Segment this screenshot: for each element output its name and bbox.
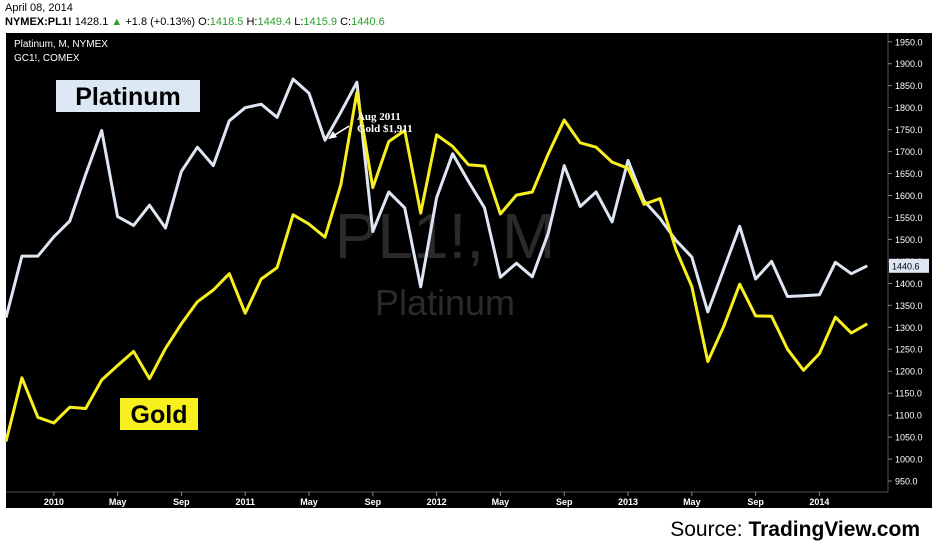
source-credit: Source: TradingView.com — [670, 518, 920, 542]
symbol[interactable]: NYMEX:PL1! — [5, 16, 72, 28]
x-tick-label: Sep — [747, 497, 764, 507]
price-change: +1.8 (+0.13%) — [125, 16, 196, 28]
gold-label-box — [120, 398, 198, 430]
legend-platinum: Platinum, M, NYMEX — [14, 39, 108, 50]
chart-date: April 08, 2014 — [5, 2, 73, 14]
x-tick-label: May — [300, 497, 318, 507]
price-chart[interactable]: 950.0 1000.0 1050.0 1100.0 1150.0 1200.0 1250.… — [0, 0, 932, 520]
x-tick-label: May — [109, 497, 127, 507]
y-tick-label: 1700.0 — [895, 147, 923, 157]
last-price-box — [889, 258, 929, 273]
y-tick-label: 1050.0 — [895, 433, 923, 443]
close-label: C: — [340, 16, 352, 28]
low-value: 1415.9 — [303, 16, 338, 28]
y-tick-label: 1500.0 — [895, 235, 923, 245]
y-tick-label: 1850.0 — [895, 81, 923, 91]
close-value: 1440.6 — [351, 16, 385, 28]
x-tick-label: 2011 — [235, 497, 255, 507]
y-tick-label: 1550.0 — [895, 213, 923, 223]
source-name[interactable]: TradingView.com — [748, 518, 920, 541]
y-tick-label: 1750.0 — [895, 125, 923, 135]
legend-gold: GC1!, COMEX — [14, 53, 80, 64]
open-label: O: — [198, 16, 210, 28]
gold-series-line[interactable] — [4, 90, 869, 442]
platinum-label: Platinum — [75, 83, 181, 111]
annotation-price: Gold $1,911 — [357, 123, 413, 135]
x-tick-label: 2013 — [618, 497, 638, 507]
x-tick-label: 2012 — [427, 497, 447, 507]
source-prefix: Source: — [670, 518, 749, 541]
x-tick-label: Sep — [556, 497, 573, 507]
x-tick-label: 2014 — [809, 497, 829, 507]
y-tick-label: 1300.0 — [895, 323, 923, 333]
y-tick-label: 1000.0 — [895, 455, 923, 465]
y-tick-label: 950.0 — [895, 477, 918, 487]
y-tick-label: 1400.0 — [895, 279, 923, 289]
x-tick-label: 2010 — [44, 497, 64, 507]
high-label: H: — [246, 16, 258, 28]
y-tick-label: 1650.0 — [895, 169, 923, 179]
low-label: L: — [294, 16, 304, 28]
last-price: 1428.1 — [74, 16, 109, 28]
quote-bar: NYMEX:PL1! 1428.1 ▲ +1.8 (+0.13%) O:1418… — [5, 16, 385, 28]
x-tick-label: Sep — [173, 497, 190, 507]
up-arrow-icon: ▲ — [111, 16, 123, 28]
y-tick-label: 1800.0 — [895, 103, 923, 113]
gold-label: Gold — [131, 401, 188, 429]
high-value: 1449.4 — [257, 16, 292, 28]
y-tick-label: 1150.0 — [895, 389, 922, 399]
y-tick-label: 1100.0 — [895, 411, 922, 421]
watermark-symbol: PL1!, M — [335, 200, 556, 272]
last-price-label: 1440.6 — [892, 261, 920, 271]
x-tick-label: Sep — [365, 497, 382, 507]
y-tick-label: 1950.0 — [895, 37, 923, 47]
y-tick-label: 1350.0 — [895, 301, 923, 311]
annotation-arrowhead — [327, 131, 337, 140]
watermark-name: Platinum — [375, 282, 515, 323]
x-tick-label: May — [492, 497, 510, 507]
x-tick-label: May — [683, 497, 701, 507]
platinum-series-line[interactable] — [4, 77, 868, 318]
y-tick-label: 1250.0 — [895, 345, 923, 355]
y-tick-label: 1900.0 — [895, 59, 923, 69]
annotation-date: Aug 2011 — [357, 111, 401, 123]
y-tick-label: 1200.0 — [895, 367, 923, 377]
open-value: 1418.5 — [209, 16, 244, 28]
platinum-label-box — [56, 80, 200, 112]
y-tick-label: 1600.0 — [895, 191, 923, 201]
